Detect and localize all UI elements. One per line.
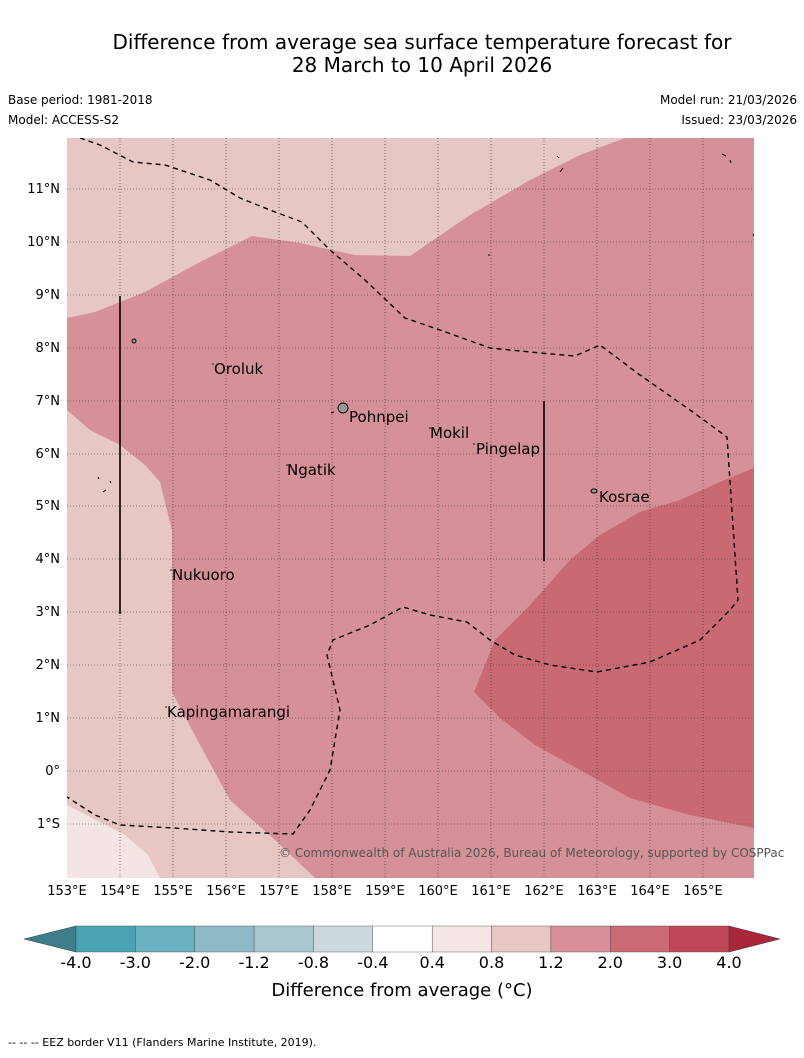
lat-label-2n: 2°N [35, 658, 61, 673]
lat-label-0: 0° [45, 764, 60, 779]
colorbar-tick-label: -3.0 [119, 953, 151, 972]
title-line-1: Difference from average sea surface temp… [112, 30, 732, 54]
lat-label-6n: 6°N [35, 447, 61, 462]
lat-label-7n: 7°N [35, 394, 61, 409]
lon-label-164e: 164°E [630, 884, 670, 899]
colorbar-cell [313, 925, 374, 953]
place-label-kapingamarangi: Kapingamarangi [167, 703, 291, 721]
lon-label-161e: 161°E [471, 884, 511, 899]
lat-label-8n: 8°N [35, 341, 61, 356]
issued-text: Issued: 23/03/2026 [681, 113, 797, 127]
place-label-ngatik: Ngatik [287, 461, 336, 479]
lat-label-4n: 4°N [35, 552, 61, 567]
colorbar-tick-label: 1.2 [538, 953, 564, 972]
kosrae-island [590, 488, 598, 494]
lon-label-162e: 162°E [524, 884, 564, 899]
place-label-pohnpei: Pohnpei [349, 408, 409, 426]
colorbar-cell [550, 925, 611, 953]
colorbar-tick-label: -4.0 [60, 953, 92, 972]
solid-lines [119, 296, 545, 614]
colorbar-tick-label: -0.4 [357, 953, 389, 972]
lat-label-1s: 1°S [36, 817, 60, 832]
lat-label-10n: 10°N [27, 235, 60, 250]
colorbar-tick-label: -2.0 [179, 953, 211, 972]
place-label-kosrae: Kosrae [599, 488, 650, 506]
place-label-nukuoro: Nukuoro [172, 566, 235, 584]
colorbar-tick-label: 4.0 [716, 953, 742, 972]
colorbar-cell [75, 925, 136, 953]
lat-label-9n: 9°N [35, 288, 61, 303]
islands [97, 153, 754, 494]
colorbar [23, 925, 781, 953]
pohnpei-island [337, 402, 349, 414]
place-label-oroluk: Oroluk [214, 360, 264, 378]
model-text: Model: ACCESS-S2 [8, 113, 120, 127]
place-markers [165, 363, 475, 708]
colorbar-cell [194, 925, 255, 953]
colorbar-cell [431, 925, 492, 953]
lon-label-159e: 159°E [365, 884, 405, 899]
copyright-text: © Commonwealth of Australia 2026, Bureau… [279, 846, 785, 860]
colorbar-cell [610, 925, 670, 953]
colorbar-cell [253, 925, 314, 953]
colorbar-tick-label: -1.2 [238, 953, 270, 972]
model-run-text: Model run: 21/03/2026 [659, 93, 797, 107]
lat-label-11n: 11°N [27, 182, 60, 197]
lat-label-3n: 3°N [35, 605, 61, 620]
lat-label-1n: 1°N [35, 711, 61, 726]
colorbar-title: Difference from average (°C) [271, 980, 533, 1001]
colorbar-tick-label: 0.4 [419, 953, 445, 972]
lon-label-153e: 153°E [47, 884, 87, 899]
lon-label-163e: 163°E [577, 884, 617, 899]
place-label-pingelap: Pingelap [476, 440, 541, 458]
colorbar-cell [372, 925, 433, 953]
eez-footnote: -- -- -- EEZ border V11 (Flanders Marine… [8, 1036, 317, 1049]
colorbar-extend-low [23, 925, 77, 953]
colorbar-tick-label: -0.8 [297, 953, 330, 972]
eez-border [67, 138, 739, 835]
band-0-4-0-8 [67, 805, 160, 878]
lon-label-156e: 156°E [206, 884, 246, 899]
colorbar-tick-label: 3.0 [656, 953, 683, 972]
lat-label-5n: 5°N [35, 499, 61, 514]
title-line-2: 28 March to 10 April 2026 [291, 53, 553, 77]
colorbar-extend-high [728, 925, 781, 953]
lon-label-158e: 158°E [312, 884, 352, 899]
colorbar-tick-label: 2.0 [597, 953, 623, 972]
chart-title: Difference from average sea surface temp… [0, 31, 804, 77]
base-period-text: Base period: 1981-2018 [8, 93, 153, 107]
colorbar-tick-label: 0.8 [478, 953, 505, 972]
lon-label-157e: 157°E [259, 884, 299, 899]
colorbar-cell [491, 925, 552, 953]
lon-label-160e: 160°E [418, 884, 458, 899]
forecast-map [67, 138, 754, 878]
lon-label-155e: 155°E [153, 884, 193, 899]
lon-label-165e: 165°E [683, 884, 723, 899]
lon-label-154e: 154°E [100, 884, 140, 899]
colorbar-cell [669, 925, 730, 953]
colorbar-cell [135, 925, 195, 953]
place-label-mokil: Mokil [430, 424, 470, 442]
